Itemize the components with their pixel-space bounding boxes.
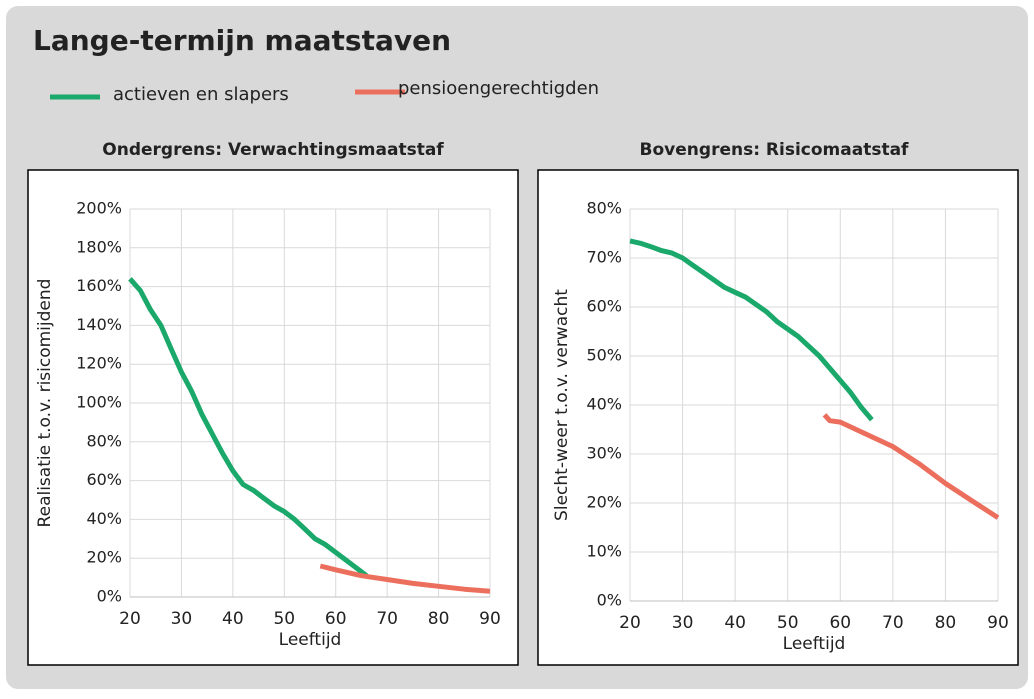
x-tick-label: 60 [325,609,347,629]
series-line [319,563,491,594]
series-line [822,413,1000,520]
x-axis-label: Leeftijd [783,634,846,654]
y-axis-label: Slecht-weer t.o.v. verwacht [552,289,572,521]
y-tick-label: 80% [586,199,622,218]
y-tick-label: 180% [76,237,122,256]
page-title: Lange-termijn maatstaven [33,24,451,57]
y-tick-label: 160% [76,276,122,295]
x-tick-label: 60 [829,613,851,633]
y-axis-label: Realisatie t.o.v. risicomijdend [35,279,55,528]
y-tick-label: 60% [86,470,122,489]
x-axis-label: Leeftijd [279,630,342,650]
x-tick-label: 80 [428,609,450,629]
legend-label: pensioengerechtigden [398,78,599,99]
chart-title: Bovengrens: Risicomaatstaf [640,140,909,160]
x-tick-label: 90 [479,609,501,629]
x-tick-label: 90 [987,613,1009,633]
y-tick-label: 0% [97,587,122,606]
y-tick-label: 40% [586,395,622,414]
y-tick-label: 200% [76,199,122,218]
x-tick-label: 50 [273,609,295,629]
y-tick-label: 120% [76,354,122,373]
chart-frame [27,169,519,666]
y-tick-label: 20% [586,493,622,512]
x-tick-label: 40 [222,609,244,629]
y-tick-label: 140% [76,315,122,334]
x-tick-label: 80 [935,613,957,633]
y-tick-label: 10% [586,542,622,561]
x-tick-label: 20 [119,609,141,629]
x-tick-label: 20 [619,613,641,633]
y-tick-label: 80% [86,431,122,450]
x-tick-label: 30 [672,613,694,633]
y-tick-label: 60% [586,297,622,316]
legend-label: actieven en slapers [113,84,289,105]
chart-frame [537,169,1019,666]
y-tick-label: 30% [586,444,622,463]
x-tick-label: 70 [376,609,398,629]
series-line [629,238,874,422]
y-tick-label: 20% [86,548,122,567]
series-line [128,277,369,578]
x-tick-label: 40 [724,613,746,633]
x-tick-label: 30 [171,609,193,629]
x-tick-label: 50 [777,613,799,633]
y-tick-label: 50% [586,346,622,365]
chart-title: Ondergrens: Verwachtingsmaatstaf [102,140,444,160]
y-tick-label: 70% [586,248,622,267]
y-tick-label: 0% [597,591,622,610]
x-tick-label: 70 [882,613,904,633]
y-tick-label: 40% [86,509,122,528]
y-tick-label: 100% [76,393,122,412]
